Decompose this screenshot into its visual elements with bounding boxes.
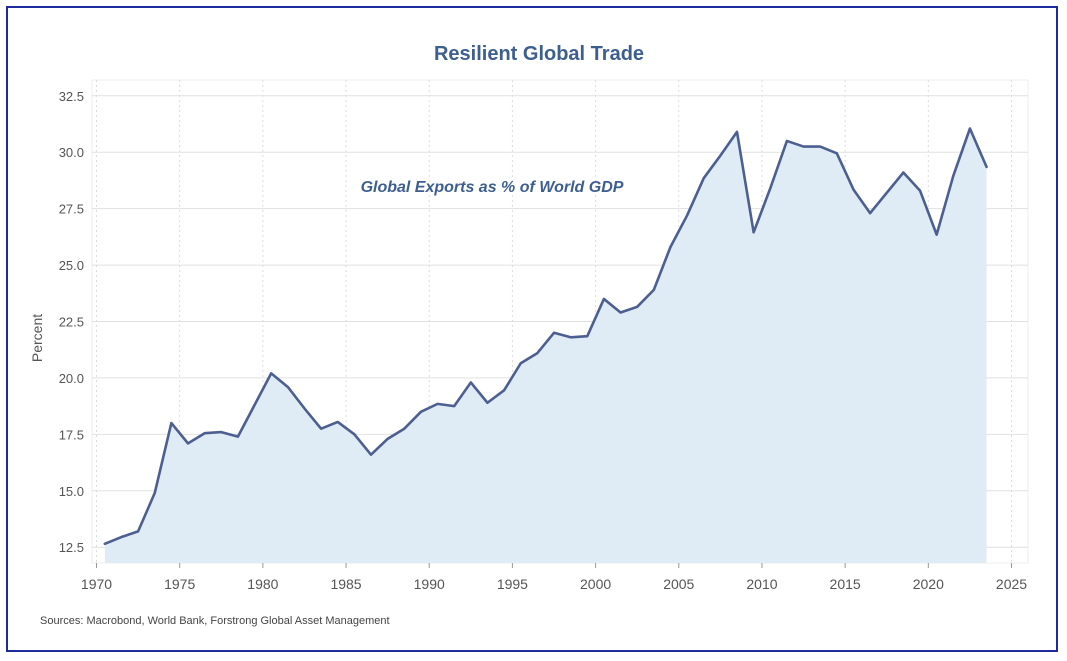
- data-point: [735, 130, 739, 134]
- data-point: [802, 145, 806, 149]
- data-point: [851, 187, 855, 191]
- x-tick-label: 1970: [81, 576, 112, 592]
- chart-title: Resilient Global Trade: [434, 43, 644, 65]
- data-point: [602, 297, 606, 301]
- x-tick-label: 1990: [414, 576, 445, 592]
- y-tick-label: 27.5: [59, 202, 84, 217]
- source-note: Sources: Macrobond, World Bank, Forstron…: [40, 615, 390, 627]
- data-point: [469, 380, 473, 384]
- y-axis-label: Percent: [29, 314, 45, 362]
- data-point: [552, 331, 556, 335]
- series-line: [103, 127, 988, 546]
- x-tick-label: 2010: [746, 576, 777, 592]
- x-tick-label: 2015: [830, 576, 861, 592]
- data-point: [103, 542, 107, 546]
- data-point: [302, 406, 306, 410]
- data-point: [652, 288, 656, 292]
- data-point: [752, 230, 756, 234]
- data-point: [452, 404, 456, 408]
- data-point: [968, 127, 972, 131]
- data-point: [535, 351, 539, 355]
- x-tick-label: 2025: [996, 576, 1027, 592]
- x-tick-label: 1980: [247, 576, 278, 592]
- data-point: [286, 385, 290, 389]
- data-point: [419, 410, 423, 414]
- data-point: [236, 435, 240, 439]
- data-point: [119, 535, 123, 539]
- series-annotation: Global Exports as % of World GDP: [361, 179, 624, 196]
- data-point: [203, 431, 207, 435]
- data-point: [436, 402, 440, 406]
- data-point: [985, 165, 989, 169]
- series-area-fill: [104, 128, 987, 563]
- data-point: [386, 437, 390, 441]
- data-point: [935, 233, 939, 237]
- data-point: [702, 176, 706, 180]
- y-tick-label: 15.0: [59, 484, 84, 499]
- x-tick-label: 1975: [164, 576, 195, 592]
- x-tick-label: 2005: [663, 576, 694, 592]
- data-point: [951, 174, 955, 178]
- data-point: [519, 361, 523, 365]
- data-point: [253, 403, 257, 407]
- data-point: [818, 145, 822, 149]
- x-tick-label: 1995: [497, 576, 528, 592]
- data-point: [685, 213, 689, 217]
- data-point: [585, 334, 589, 338]
- data-point: [502, 388, 506, 392]
- data-point: [785, 139, 789, 143]
- y-tick-label: 32.5: [59, 89, 84, 104]
- data-point: [186, 441, 190, 445]
- y-tick-label: 17.5: [59, 427, 84, 442]
- data-point: [169, 421, 173, 425]
- data-point: [153, 491, 157, 495]
- data-point: [918, 189, 922, 193]
- data-point: [885, 191, 889, 195]
- data-point: [668, 245, 672, 249]
- data-point: [136, 529, 140, 533]
- y-tick-label: 22.5: [59, 315, 84, 330]
- y-tick-label: 12.5: [59, 540, 84, 555]
- data-point: [619, 310, 623, 314]
- x-tick-label: 1985: [330, 576, 361, 592]
- data-point: [485, 401, 489, 405]
- x-tick-label: 2000: [580, 576, 611, 592]
- y-tick-label: 25.0: [59, 258, 84, 273]
- data-point: [369, 453, 373, 457]
- data-point: [352, 432, 356, 436]
- data-point: [219, 430, 223, 434]
- data-point: [768, 186, 772, 190]
- data-point: [336, 420, 340, 424]
- x-tick-label: 2020: [913, 576, 944, 592]
- data-point: [269, 371, 273, 375]
- data-point: [569, 335, 573, 339]
- data-point: [901, 171, 905, 175]
- data-point: [319, 427, 323, 431]
- data-point: [402, 427, 406, 431]
- data-point: [868, 211, 872, 215]
- data-point: [835, 151, 839, 155]
- data-point: [635, 305, 639, 309]
- y-tick-label: 20.0: [59, 371, 84, 386]
- data-point: [718, 154, 722, 158]
- y-tick-label: 30.0: [59, 145, 84, 160]
